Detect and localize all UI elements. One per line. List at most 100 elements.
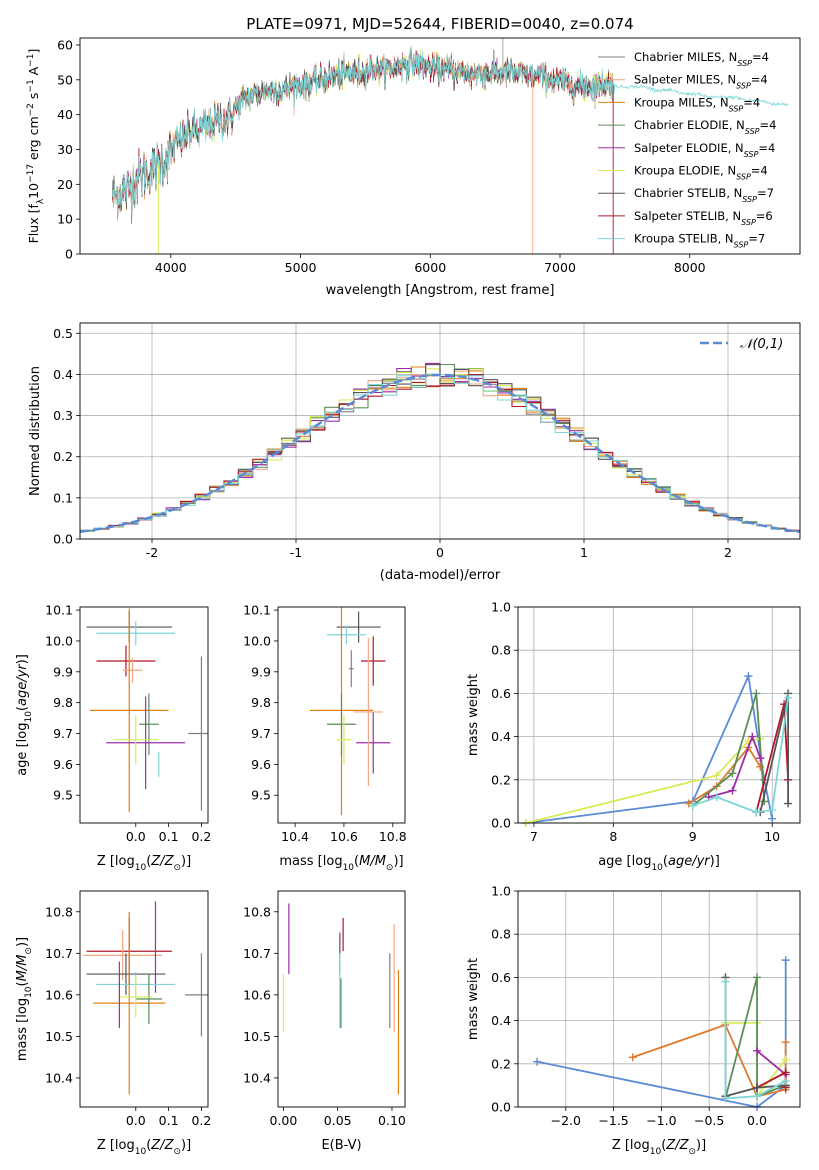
axis-label: Z [log10(Z/Z⊙)] [97, 1138, 191, 1157]
axis-label-part: ( [354, 854, 359, 869]
spectrum-plot: 4000 5000 6000 7000 8000 0 10 20 30 40 50 60 PLATE=0… [26, 15, 801, 298]
y-axis-label: mass weight [466, 674, 481, 756]
axis-label-part: age/yr [15, 663, 30, 706]
weight-marker [756, 762, 765, 771]
weight-marker [752, 1092, 761, 1101]
axis-label-part: Z [log [97, 1138, 135, 1153]
weight-marker [728, 769, 737, 778]
x-tick-label: 0.05 [324, 1113, 352, 1128]
axis-label-part: 10 [24, 711, 34, 723]
x-tick-label: 0.0 [126, 829, 146, 844]
axis-label: age [log10(age/yr)] [598, 854, 720, 873]
weight-marker [748, 732, 757, 741]
weight-marker [752, 808, 761, 817]
legend-label-sub: SSP [742, 195, 757, 204]
weight-series-3 [724, 977, 787, 1099]
y-tick-label: 10.8 [243, 904, 271, 919]
y-tick-label: 1.0 [491, 600, 511, 615]
axis-label-part: −2 [26, 103, 36, 116]
normal-curve [80, 373, 800, 533]
y-tick-label: 0.0 [491, 1100, 511, 1115]
legend-label-value: =4 [758, 141, 775, 155]
legend-label-value: =7 [757, 186, 774, 200]
axes-frame [79, 890, 209, 1108]
axis-label: mass [log10(M/M⊙)] [279, 854, 403, 873]
axis-label-part: )] [710, 854, 720, 869]
y-tick-label: 0 [65, 247, 73, 262]
y-tick-label: 9.6 [251, 757, 271, 772]
axis-label-part: ⊙ [386, 863, 394, 873]
x-tick-label: 10.8 [379, 829, 407, 844]
y-tick-label: 10.7 [45, 946, 73, 961]
legend-label-text: Kroupa STELIB, N [634, 232, 734, 246]
x-tick-label: 6000 [414, 260, 446, 275]
weight-marker [784, 799, 793, 808]
y-tick-label: 10.0 [45, 633, 73, 648]
weight-marker [721, 1094, 730, 1103]
weight-marker [721, 977, 730, 986]
x-tick-label: 8000 [674, 260, 706, 275]
x-tick-label: 0.00 [270, 1113, 298, 1128]
x-tick-label: 0.1 [159, 829, 179, 844]
axes-frame [79, 322, 801, 540]
y-tick-label: 0.0 [53, 532, 73, 547]
weight-marker [744, 672, 753, 681]
weight-series-1 [525, 737, 761, 823]
weight-series-4 [708, 733, 762, 798]
y-tick-label: 9.8 [53, 695, 73, 710]
legend-label-text: Salpeter ELODIE, N [634, 141, 744, 155]
x-tick-label: −1.5 [598, 1113, 628, 1128]
weight-marker [781, 1055, 790, 1064]
axis-label-part: age [log [15, 723, 30, 776]
y-tick-label: 9.7 [53, 726, 73, 741]
legend-label: 𝒩(0,1) [740, 337, 783, 352]
x-tick-label: -2 [146, 545, 158, 560]
weight-marker [781, 1077, 790, 1086]
age-vs-mass-plot: 10.4 10.6 10.8 9.5 9.6 9.7 9.8 9.9 10.0 10.1 mass … [243, 603, 407, 873]
legend-label-sub: SSP [736, 81, 751, 90]
legend-label-value: =4 [751, 73, 768, 87]
y-tick-label: 9.7 [251, 726, 271, 741]
x-tick-label: −2.0 [551, 1113, 581, 1128]
axes-frame [277, 890, 406, 1108]
x-tick-label: 9 [689, 829, 697, 844]
x-tick-label: 10 [764, 829, 780, 844]
y-tick-label: 0.5 [53, 326, 73, 341]
x-axis-label: E(B-V) [321, 1138, 361, 1153]
axis-label-part: ⊙ [688, 1147, 696, 1157]
weight-series-0 [536, 960, 787, 1107]
x-tick-label: 0.1 [159, 1113, 179, 1128]
axis-label-part: 10 [651, 863, 663, 873]
x-axis-label: (data-model)/error [380, 568, 501, 583]
legend-label-value: =6 [756, 209, 773, 223]
axis-label-part: ( [146, 854, 151, 869]
x-tick-label: −0.5 [694, 1113, 724, 1128]
y-tick-label: 10.8 [45, 904, 73, 919]
x-tick-label: 7 [530, 829, 538, 844]
y-axis-label: Normed distribution [28, 366, 43, 496]
axis-label-part: )] [181, 854, 191, 869]
y-tick-label: 9.5 [53, 788, 73, 803]
legend-label: Kroupa ELODIE, NSSP=4 [634, 164, 768, 182]
weight-marker [781, 956, 790, 965]
legend-label: Salpeter ELODIE, NSSP=4 [634, 141, 775, 159]
legend-label: Salpeter STELIB, NSSP=6 [634, 209, 773, 227]
axis-label-part: )] [393, 854, 403, 869]
mass-weight-vs-metallicity-plot: −2.0 −1.5 −1.0 −0.5 0.0 0.0 0.2 0.4 0.6 0.8 1.0 Z [… [466, 884, 801, 1157]
mass-vs-extinction-plot: 0.00 0.05 0.10 10.4 10.5 10.6 10.7 10.8 E(B-V) [243, 890, 406, 1153]
weight-marker [688, 801, 697, 810]
legend-label: Kroupa STELIB, NSSP=7 [634, 232, 765, 250]
legend-label: Salpeter MILES, NSSP=4 [634, 73, 768, 91]
axis-label-part: ( [146, 1138, 151, 1153]
x-tick-label: 0 [436, 545, 444, 560]
weight-series-0 [525, 672, 774, 823]
axis-label-part: Z/Z [150, 1138, 174, 1153]
weight-marker [756, 754, 765, 763]
y-tick-label: 10.1 [45, 603, 73, 618]
y-tick-label: 0.6 [491, 686, 511, 701]
y-tick-label: 10.6 [243, 987, 271, 1002]
weight-marker [628, 1053, 637, 1062]
axis-label: age [log10(age/yr)] [15, 654, 34, 776]
y-tick-label: 10.1 [243, 603, 271, 618]
